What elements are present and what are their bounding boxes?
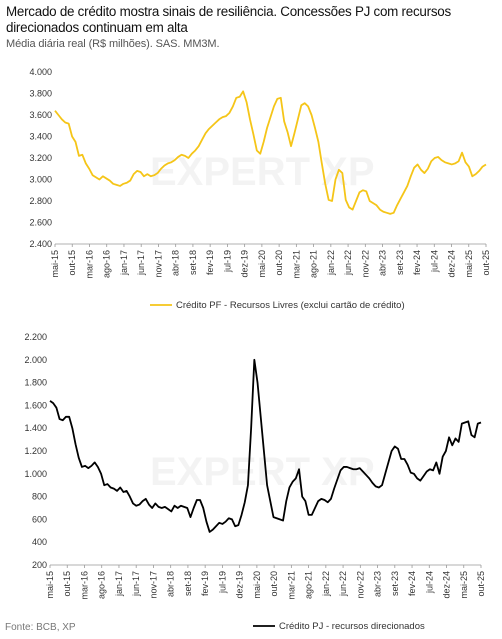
y-tick-label: 3.200 [29, 153, 52, 163]
x-tick-label: ago-16 [102, 250, 112, 278]
x-tick-label: jul-19 [217, 571, 227, 594]
x-tick-label: mai-15 [50, 250, 60, 278]
x-tick-label: jan-17 [114, 571, 124, 597]
top-y-axis: 2.400 2.600 2.800 3.000 3.200 3.400 3.600 3.800… [29, 67, 52, 249]
series-line-pf-livres [54, 90, 487, 215]
x-tick-label: out-20 [274, 250, 284, 276]
x-tick-label: out-25 [476, 571, 486, 597]
x-tick-label: nov-22 [355, 571, 365, 599]
x-tick-label: dez-19 [235, 571, 245, 599]
bottom-x-axis-ticks [49, 565, 482, 568]
series-line-pj-direcionados [49, 358, 482, 533]
x-tick-label: mai-15 [45, 571, 55, 599]
y-tick-label: 2.800 [29, 196, 52, 206]
top-chart: EXPERT XP 2.4002.6002.8003.0003.2003.400… [29, 67, 491, 311]
x-tick-label: jan-22 [321, 571, 331, 597]
x-tick-label: dez-24 [442, 571, 452, 599]
x-tick-label: mar-21 [286, 571, 296, 600]
y-tick-label: 2.000 [24, 355, 47, 365]
watermark-bottom: EXPERT XP [150, 450, 375, 494]
x-tick-label: ago-21 [304, 571, 314, 599]
x-tick-label: mar-21 [291, 250, 301, 279]
x-tick-label: jul-24 [429, 250, 439, 273]
x-tick-label: mar-16 [84, 250, 94, 279]
bottom-chart: EXPERT XP 200 400 600 800 1.000 1.200 1.400 1.6… [24, 332, 486, 632]
x-tick-label: jul-19 [222, 250, 232, 273]
y-tick-label: 600 [32, 514, 47, 524]
x-tick-label: mai-20 [257, 250, 267, 278]
x-tick-label: set-23 [390, 571, 400, 596]
x-tick-label: dez-19 [240, 250, 250, 278]
y-tick-label: 1.200 [24, 446, 47, 456]
x-tick-label: jan-22 [326, 250, 336, 276]
y-tick-label: 3.400 [29, 132, 52, 142]
x-tick-label: out-20 [269, 571, 279, 597]
y-tick-label: 800 [32, 492, 47, 502]
y-tick-label: 200 [32, 560, 47, 570]
y-tick-label: 2.200 [24, 332, 47, 342]
x-tick-label: mai-25 [459, 571, 469, 599]
y-tick-label: 1.000 [24, 469, 47, 479]
bottom-y-axis: 200 400 600 800 1.000 1.200 1.400 1.600 1.800 2.0… [24, 332, 47, 570]
x-tick-label: nov-22 [360, 250, 370, 278]
x-tick-label: jun-17 [131, 571, 141, 597]
x-tick-label: set-23 [395, 250, 405, 275]
x-tick-label: fev-24 [412, 250, 422, 275]
x-tick-label: set-18 [188, 250, 198, 275]
x-tick-label: dez-24 [447, 250, 457, 278]
x-tick-label: abr-18 [166, 571, 176, 597]
x-tick-label: fev-19 [200, 571, 210, 596]
x-tick-label: set-18 [183, 571, 193, 596]
x-tick-label: abr-23 [378, 250, 388, 276]
x-tick-label: jan-17 [119, 250, 129, 276]
x-tick-label: out-15 [67, 250, 77, 276]
y-tick-label: 4.000 [29, 67, 52, 77]
x-tick-label: fev-24 [407, 571, 417, 596]
y-tick-label: 2.400 [29, 239, 52, 249]
x-tick-label: out-15 [62, 571, 72, 597]
y-tick-label: 1.600 [24, 400, 47, 410]
x-tick-label: ago-21 [309, 250, 319, 278]
y-tick-label: 3.600 [29, 110, 52, 120]
y-tick-label: 3.800 [29, 89, 52, 99]
source-note: Fonte: BCB, XP [5, 622, 76, 633]
x-tick-label: mar-16 [79, 571, 89, 600]
x-tick-label: nov-17 [148, 571, 158, 599]
x-tick-label: fev-19 [205, 250, 215, 275]
chart-title: Mercado de crédito mostra sinais de resi… [6, 4, 451, 35]
top-x-axis: mai-15 out-15 mar-16 ago-16 jan-17 jun-17 nov-… [50, 250, 491, 279]
x-tick-label: jul-24 [424, 571, 434, 594]
x-tick-label: mai-25 [464, 250, 474, 278]
x-tick-label: abr-23 [373, 571, 383, 597]
y-tick-label: 1.800 [24, 378, 47, 388]
y-tick-label: 3.000 [29, 175, 52, 185]
legend-label-pf-livres: Crédito PF - Recursos Livres (exclui car… [176, 300, 405, 311]
legend-label-pj-direcionados: Crédito PJ - recursos direcionados [279, 621, 425, 632]
bottom-x-axis: mai-15 out-15 mar-16 ago-16 jan-17 jun-17 nov-… [45, 571, 486, 600]
chart-subtitle: Média diária real (R$ milhões). SAS. MM3… [6, 38, 220, 50]
y-tick-label: 400 [32, 537, 47, 547]
x-tick-label: jun-22 [338, 571, 348, 597]
top-x-axis-ticks [54, 244, 487, 247]
y-tick-label: 1.400 [24, 423, 47, 433]
x-tick-label: mai-20 [252, 571, 262, 599]
y-tick-label: 2.600 [29, 218, 52, 228]
x-tick-label: out-25 [481, 250, 491, 276]
x-tick-label: jun-22 [343, 250, 353, 276]
x-tick-label: nov-17 [153, 250, 163, 278]
x-tick-label: ago-16 [97, 571, 107, 599]
x-tick-label: abr-18 [171, 250, 181, 276]
x-tick-label: jun-17 [136, 250, 146, 276]
